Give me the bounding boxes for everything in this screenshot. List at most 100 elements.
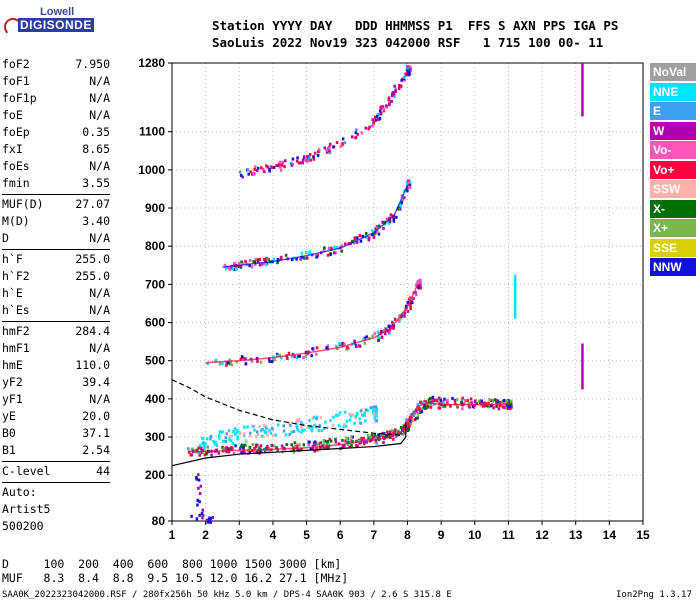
echo-point [509,401,513,405]
echo-point [244,362,248,366]
echo-point [234,444,237,448]
echo-point [315,415,319,419]
param-row: yF2 39.4 [2,374,110,391]
echo-point [384,332,387,336]
logo-line1: Lowell [40,6,75,18]
echo-point [464,399,467,403]
echo-point [243,443,246,447]
echo-point [314,440,317,444]
echo-point [375,419,379,423]
echo-point [207,517,211,521]
echo-point [403,432,406,436]
echo-point [411,301,414,305]
echo-point [282,429,286,433]
echo-point [367,437,370,441]
echo-point [263,170,266,174]
echo-point [321,446,324,450]
echo-point [271,434,275,438]
echo-point [221,430,224,434]
echo-point [205,452,208,456]
echo-point [312,415,316,419]
echo-point [280,163,284,167]
echo-point [285,443,288,447]
echo-point [345,436,348,440]
echo-point [505,406,508,410]
param-row: hmE 110.0 [2,357,110,374]
echo-point [384,326,387,330]
echo-point [419,400,422,404]
echo-point [423,406,427,410]
echo-point [287,351,291,355]
echo-point [187,447,190,451]
echo-point [225,363,228,367]
echo-point [415,293,418,297]
echo-point [322,249,326,253]
echo-point [407,69,410,73]
echo-point [246,425,249,429]
echo-point [338,341,341,345]
legend-item: NNE [650,82,696,101]
echo-point [371,436,374,440]
echo-point [395,215,398,219]
echo-point [359,421,362,425]
echo-point [327,443,330,447]
echo-point [403,196,406,200]
echo-point [379,111,383,115]
y-tick-label: 300 [145,430,165,444]
param-name: D [2,231,9,245]
param-value: 0.35 [82,125,110,139]
echo-point [276,164,280,168]
echo-point [338,424,341,428]
echo-point [332,415,335,419]
param-value: N/A [89,286,110,300]
echo-point [252,450,256,454]
echo-point [243,451,247,455]
param-value: 37.1 [82,426,110,440]
echo-point [355,439,358,443]
echo-point [256,359,259,363]
echo-point [341,343,344,347]
param-name: B0 [2,426,16,440]
echo-point [236,437,239,441]
echo-point [242,449,245,453]
legend-item: Vo+ [650,160,696,179]
echo-point [428,403,432,407]
echo-point [391,320,394,324]
echo-point [389,324,393,328]
param-row: yE 20.0 [2,408,110,425]
param-name: M(D) [2,214,30,228]
echo-point [295,356,299,360]
echo-point [308,156,311,160]
echo-point [272,444,276,448]
echo-point [392,219,396,223]
echo-point [300,430,303,434]
echo-point [343,242,347,246]
echo-point [266,444,269,448]
echo-point [342,425,345,429]
echo-point [397,87,401,91]
param-separator [2,194,110,195]
echo-point [334,437,337,441]
echo-point [201,436,205,440]
echo-point [203,449,206,453]
param-name: h`F [2,252,23,266]
echo-point [393,428,397,432]
echo-point [311,347,314,351]
echo-point [441,405,445,409]
echo-point [345,347,348,351]
echo-point [407,180,410,184]
echo-point [227,447,230,451]
echo-point [487,401,490,405]
x-tick-label: 3 [236,528,243,542]
echo-point [347,441,351,445]
echo-point [209,437,212,441]
echo-point [508,405,512,409]
echo-point [496,399,500,403]
echo-point [357,439,361,443]
echo-point [329,419,332,423]
echo-point [228,447,232,451]
echo-point [337,413,340,417]
param-value: N/A [89,74,110,88]
header-row-labels: Station YYYY DAY DDD HHMMSS P1 FFS S AXN… [212,18,619,33]
echo-point [407,185,411,189]
